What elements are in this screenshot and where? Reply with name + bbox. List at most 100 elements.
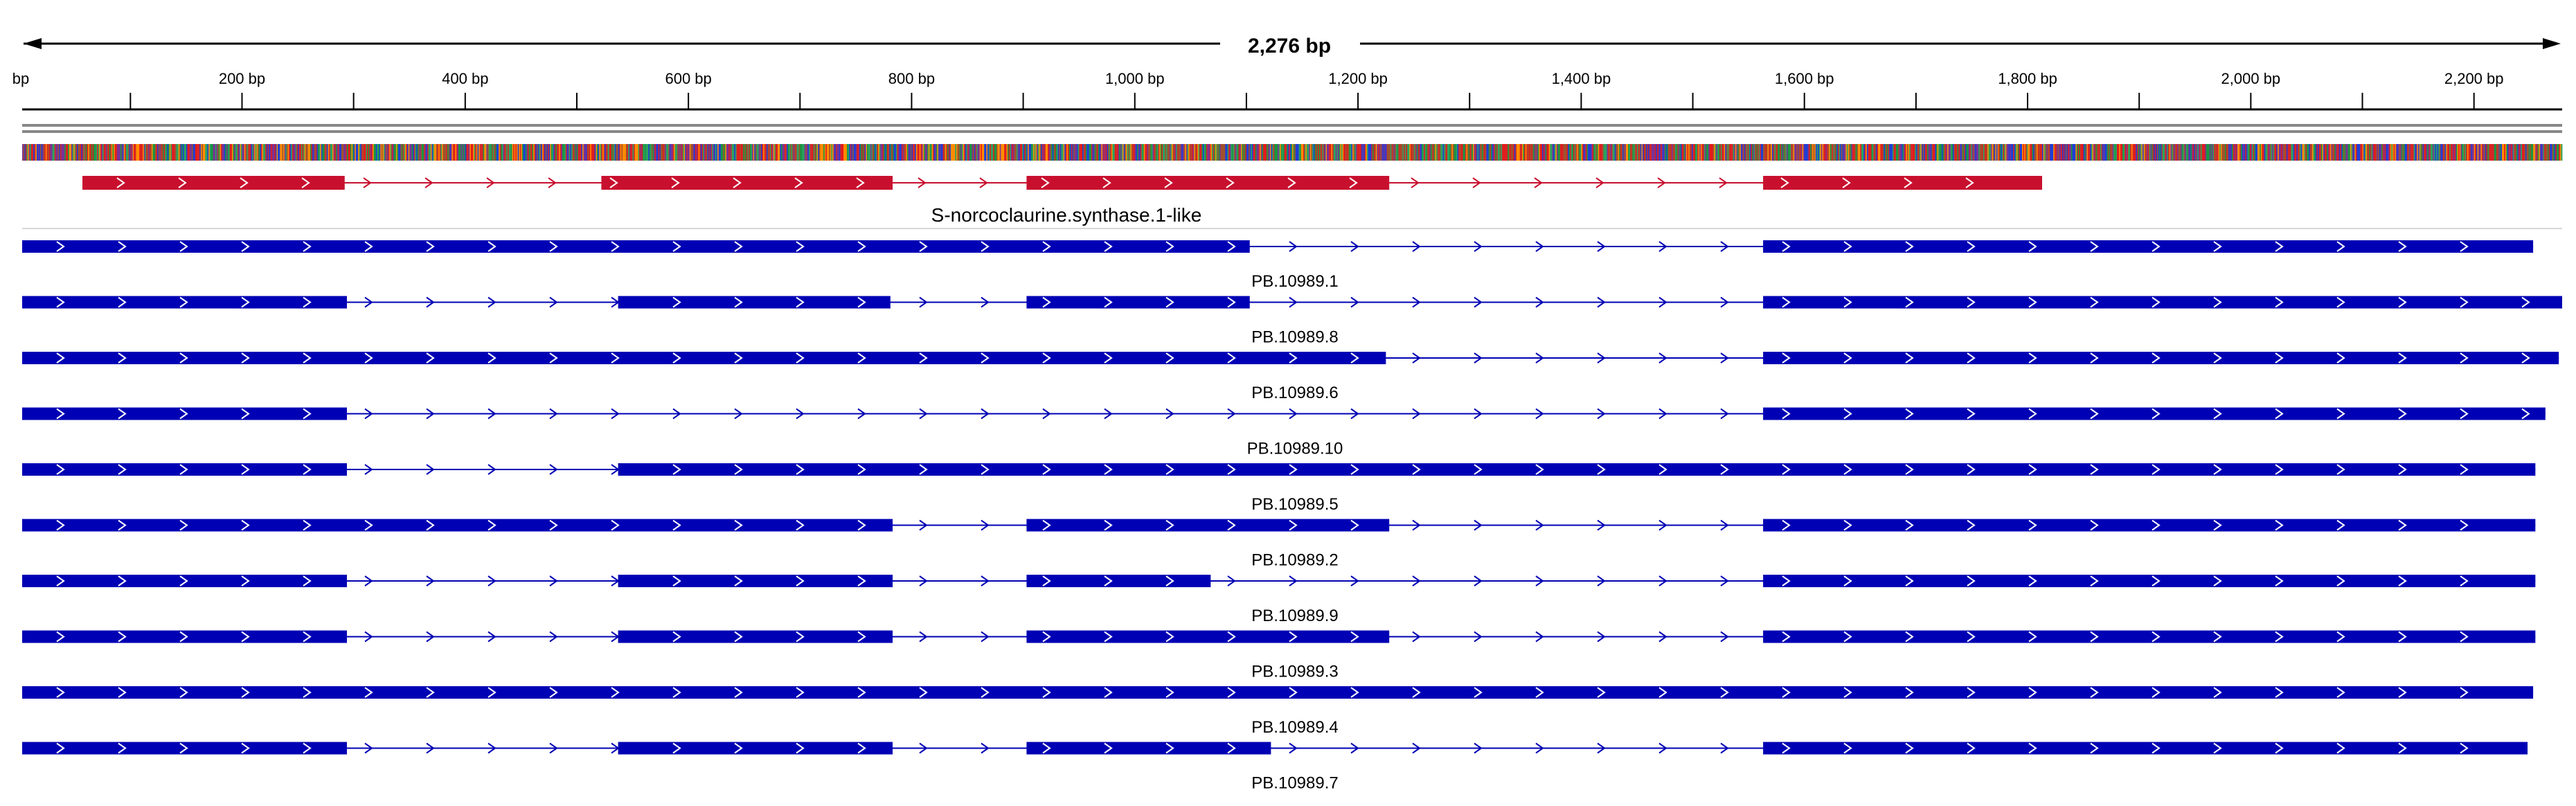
sequence-base xyxy=(88,144,90,161)
transcript-exon[interactable] xyxy=(1763,352,2559,364)
sequence-base xyxy=(858,144,860,161)
transcript-row-PB.10989.4[interactable]: PB.10989.4 xyxy=(22,686,2534,737)
transcript-exon[interactable] xyxy=(1026,296,1250,309)
sequence-base xyxy=(696,144,698,161)
strand-chevron-icon xyxy=(1289,631,1298,643)
transcript-exon[interactable] xyxy=(1763,407,2546,420)
transcript-exon[interactable] xyxy=(22,296,347,309)
transcript-exon[interactable] xyxy=(22,575,347,587)
transcript-exon[interactable] xyxy=(618,742,893,755)
transcript-exon[interactable] xyxy=(22,407,347,420)
strand-chevron-icon xyxy=(426,408,435,420)
strand-chevron-icon xyxy=(672,519,681,531)
transcript-exon[interactable] xyxy=(22,686,2534,699)
sequence-base xyxy=(1375,144,1377,161)
transcript-row-PB.10989.2[interactable]: PB.10989.2 xyxy=(22,519,2536,570)
sequence-base xyxy=(690,144,692,161)
strand-chevron-icon xyxy=(1782,742,1791,754)
sequence-base xyxy=(1949,144,1951,161)
gene-track[interactable] xyxy=(82,176,2042,190)
sequence-base xyxy=(691,144,693,161)
sequence-base xyxy=(206,144,208,161)
transcript-exon[interactable] xyxy=(1763,519,2536,532)
sequence-base xyxy=(1977,144,1979,161)
transcript-row-PB.10989.6[interactable]: PB.10989.6 xyxy=(22,352,2559,402)
strand-chevron-icon xyxy=(1104,687,1113,698)
transcript-exon[interactable] xyxy=(1763,742,2528,755)
transcript-exon[interactable] xyxy=(1763,240,2534,253)
sequence-base xyxy=(45,144,47,161)
transcript-exon[interactable] xyxy=(618,575,893,587)
sequence-base xyxy=(1023,144,1025,161)
sequence-base xyxy=(1882,144,1884,161)
sequence-base xyxy=(884,144,886,161)
gene-exon[interactable] xyxy=(1026,176,1390,190)
transcript-exon[interactable] xyxy=(1763,575,2536,587)
sequence-base xyxy=(2034,144,2036,161)
sequence-base xyxy=(355,144,357,161)
gene-exon[interactable] xyxy=(82,176,345,190)
transcript-row-PB.10989.9[interactable]: PB.10989.9 xyxy=(22,575,2536,625)
strand-chevron-icon xyxy=(2152,742,2161,754)
transcript-exon[interactable] xyxy=(22,352,1386,364)
sequence-base xyxy=(2015,144,2017,161)
sequence-base xyxy=(189,144,191,161)
transcript-exon[interactable] xyxy=(1026,742,1271,755)
transcript-exon[interactable] xyxy=(1026,519,1390,532)
transcript-row-PB.10989.8[interactable]: PB.10989.8 xyxy=(22,296,2562,347)
transcript-exon[interactable] xyxy=(22,519,893,532)
sequence-base xyxy=(1636,144,1638,161)
sequence-base xyxy=(1866,144,1868,161)
transcript-exon[interactable] xyxy=(1026,630,1390,643)
transcript-exon[interactable] xyxy=(22,630,347,643)
transcript-exon[interactable] xyxy=(22,240,1250,253)
sequence-base xyxy=(2296,144,2298,161)
strand-chevron-icon xyxy=(1227,742,1236,754)
sequence-base xyxy=(1236,144,1238,161)
sequence-base xyxy=(1375,144,1377,161)
sequence-base xyxy=(575,144,578,161)
gene-exon[interactable] xyxy=(1763,176,2042,190)
sequence-base xyxy=(625,144,627,161)
sequence-base xyxy=(1353,144,1355,161)
sequence-base xyxy=(2057,144,2059,161)
sequence-base xyxy=(2274,144,2276,161)
sequence-base xyxy=(881,144,883,161)
transcript-row-PB.10989.7[interactable]: PB.10989.7 xyxy=(22,742,2528,793)
sequence-base xyxy=(521,144,524,161)
sequence-base xyxy=(2438,144,2440,161)
gene-exon[interactable] xyxy=(601,176,893,190)
transcript-row-PB.10989.1[interactable]: PB.10989.1 xyxy=(22,240,2534,291)
sequence-base xyxy=(1441,144,1443,161)
strand-chevron-icon xyxy=(857,519,866,531)
sequence-base xyxy=(1820,144,1822,161)
transcript-exon[interactable] xyxy=(618,296,891,309)
sequence-base xyxy=(2528,144,2530,161)
transcript-row-PB.10989.10[interactable]: PB.10989.10 xyxy=(22,407,2546,458)
transcript-row-PB.10989.5[interactable]: PB.10989.5 xyxy=(22,463,2536,514)
sequence-base xyxy=(91,144,93,161)
sequence-base xyxy=(1840,144,1842,161)
sequence-base xyxy=(1479,144,1481,161)
sequence-base xyxy=(1935,144,1937,161)
transcript-exon[interactable] xyxy=(1763,630,2536,643)
sequence-base xyxy=(1433,144,1435,161)
sequence-base xyxy=(623,144,625,161)
sequence-base xyxy=(2199,144,2201,161)
sequence-base xyxy=(341,144,343,161)
transcript-exon[interactable] xyxy=(1763,296,2562,309)
sequence-base xyxy=(2121,144,2123,161)
transcript-exon[interactable] xyxy=(618,630,893,643)
sequence-base xyxy=(1855,144,1857,161)
sequence-base xyxy=(728,144,731,161)
transcript-exon[interactable] xyxy=(22,463,347,476)
transcript-exon[interactable] xyxy=(618,463,2536,476)
sequence-base xyxy=(1449,144,1451,161)
sequence-base xyxy=(2108,144,2110,161)
sequence-base xyxy=(695,144,697,161)
transcript-exon[interactable] xyxy=(22,742,347,755)
sequence-base xyxy=(818,144,820,161)
transcript-exon[interactable] xyxy=(1026,575,1211,587)
transcript-row-PB.10989.3[interactable]: PB.10989.3 xyxy=(22,630,2536,681)
strand-chevron-icon xyxy=(2090,296,2099,308)
